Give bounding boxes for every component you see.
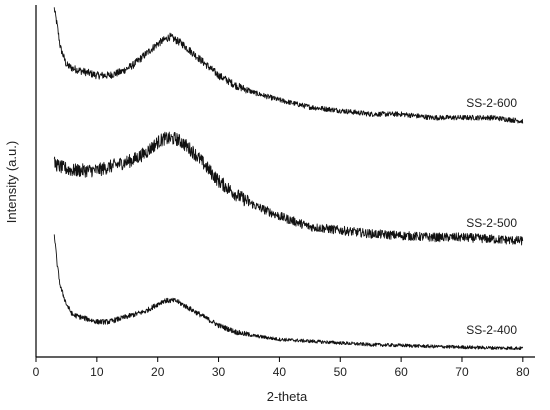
x-tick-label: 10 [90, 365, 104, 379]
series-label-ss-2-500: SS-2-500 [466, 216, 517, 230]
x-tick-label: 60 [394, 365, 408, 379]
x-tick-label: 0 [33, 365, 40, 379]
series-line-ss-2-400 [53, 234, 524, 351]
series-line-ss-2-600 [53, 7, 524, 124]
x-tick-label: 20 [151, 365, 165, 379]
x-axis-title: 2-theta [267, 389, 308, 404]
y-axis-title: Intensity (a.u.) [4, 141, 19, 223]
series-line-ss-2-500 [53, 131, 524, 246]
x-tick-label: 50 [334, 365, 348, 379]
x-tick-label: 30 [212, 365, 226, 379]
series-label-ss-2-400: SS-2-400 [466, 323, 517, 337]
x-tick-label: 70 [455, 365, 469, 379]
x-ticks: 0 10 20 30 40 50 60 70 80 [33, 357, 530, 379]
series-label-ss-2-600: SS-2-600 [466, 96, 517, 110]
series-labels: SS-2-600 SS-2-500 SS-2-400 [466, 96, 517, 337]
x-tick-label: 40 [273, 365, 287, 379]
series-layer [53, 7, 524, 351]
x-tick-label: 80 [516, 365, 530, 379]
axes-layer [35, 5, 535, 358]
